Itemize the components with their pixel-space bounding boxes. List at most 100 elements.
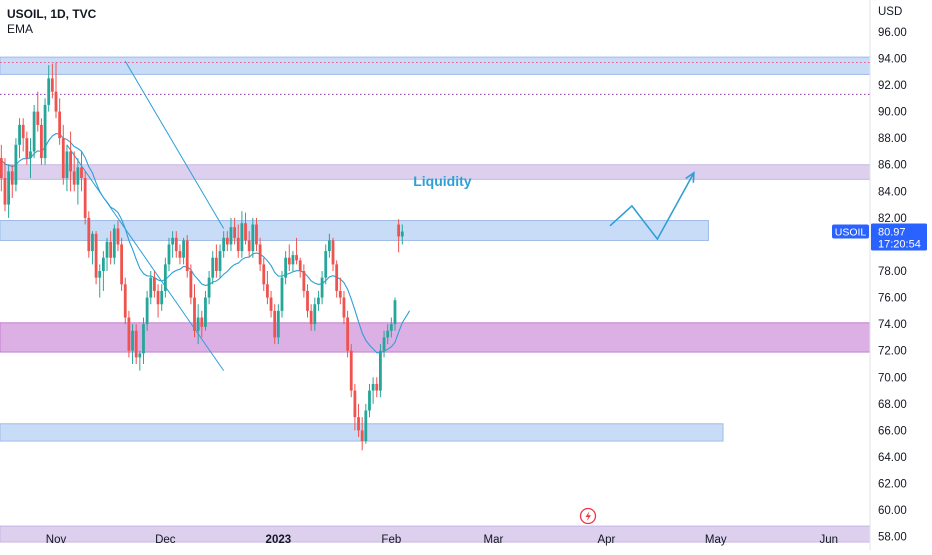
candle <box>335 260 339 298</box>
y-tick-label: 88.00 <box>878 133 907 145</box>
candle-body <box>302 271 306 291</box>
candle-body <box>364 410 368 442</box>
candle <box>204 290 207 331</box>
candle <box>196 304 200 345</box>
candle <box>193 284 196 338</box>
y-tick-label: 92.00 <box>878 80 907 92</box>
candle-body <box>76 167 80 185</box>
candle-body <box>397 224 401 237</box>
candle <box>10 164 14 198</box>
candle <box>160 284 164 311</box>
candle <box>360 417 364 451</box>
candle-body <box>109 241 113 258</box>
candle <box>342 290 346 325</box>
candle <box>280 271 284 318</box>
candle-body <box>379 350 382 391</box>
candle <box>123 277 127 325</box>
candle-body <box>18 124 21 145</box>
candle-body <box>382 337 386 351</box>
candle-body <box>273 310 277 338</box>
candle-body <box>43 104 47 159</box>
projection-arrowhead <box>685 171 695 183</box>
candle <box>47 65 51 112</box>
symbol-line[interactable]: USOIL, 1D, TVC <box>7 7 97 21</box>
candle-body <box>225 237 229 245</box>
candle-body <box>10 171 14 185</box>
candle-body <box>32 111 36 152</box>
candle-body <box>54 91 58 112</box>
y-tick-label: 68.00 <box>878 399 907 411</box>
candle-body <box>393 300 397 325</box>
candle <box>214 244 218 278</box>
candle <box>382 330 386 358</box>
candle-body <box>131 330 134 351</box>
candle <box>87 211 91 258</box>
candle <box>127 310 131 358</box>
candle <box>149 271 153 305</box>
y-tick-label: 62.00 <box>878 479 907 491</box>
candle-body <box>338 290 342 298</box>
candle-body <box>400 231 404 237</box>
candle <box>211 251 215 285</box>
y-tick-label: 86.00 <box>878 160 907 172</box>
candle-body <box>134 330 138 358</box>
candle-body <box>247 240 251 252</box>
y-tick-label: 76.00 <box>878 293 907 305</box>
candle-body <box>360 430 364 442</box>
candle-body <box>182 240 185 258</box>
y-tick-label: 70.00 <box>878 372 907 384</box>
candle <box>174 231 178 258</box>
x-tick-label: Apr <box>597 534 615 546</box>
candle-body <box>61 138 65 179</box>
candle <box>229 217 233 252</box>
candle <box>255 217 258 252</box>
candle <box>371 377 375 404</box>
candle-body <box>14 144 18 185</box>
candle <box>182 237 185 265</box>
candle-body <box>72 171 76 185</box>
candle-body <box>357 417 360 431</box>
candle-body <box>116 228 120 245</box>
candle-body <box>327 240 331 252</box>
candle-body <box>65 151 69 179</box>
candle <box>3 158 7 212</box>
y-tick-label: 58.00 <box>878 532 907 544</box>
candle <box>309 304 313 331</box>
candle <box>324 244 328 285</box>
candle <box>156 284 160 318</box>
candle-body <box>346 317 349 351</box>
current-price-label: 80.97 <box>878 227 906 239</box>
candle <box>353 383 357 431</box>
candle-body <box>83 178 87 218</box>
candle <box>163 257 167 298</box>
y-tick-label: 60.00 <box>878 505 907 517</box>
candle <box>72 151 76 192</box>
candle <box>134 324 138 365</box>
indicator-label[interactable]: EMA <box>7 22 34 36</box>
candle-body <box>120 244 124 285</box>
candle-body <box>156 290 160 305</box>
candle-body <box>269 297 273 311</box>
candle <box>101 251 105 291</box>
candle-body <box>324 251 328 278</box>
candle-body <box>105 241 109 258</box>
candle-body <box>244 223 247 241</box>
candle <box>32 104 36 159</box>
candle-body <box>153 277 156 291</box>
y-tick-label: 84.00 <box>878 186 907 198</box>
candle <box>287 244 291 272</box>
y-tick-label: 66.00 <box>878 425 907 437</box>
candle-body <box>280 277 284 311</box>
candle-body <box>236 237 240 252</box>
candle <box>112 224 116 265</box>
candle <box>295 237 298 265</box>
candle <box>29 138 32 179</box>
candle <box>18 118 21 159</box>
candle <box>262 257 266 291</box>
candle <box>54 62 58 119</box>
candle-body <box>138 353 142 358</box>
y-tick-label: 78.00 <box>878 266 907 278</box>
lightning-icon <box>579 507 597 525</box>
